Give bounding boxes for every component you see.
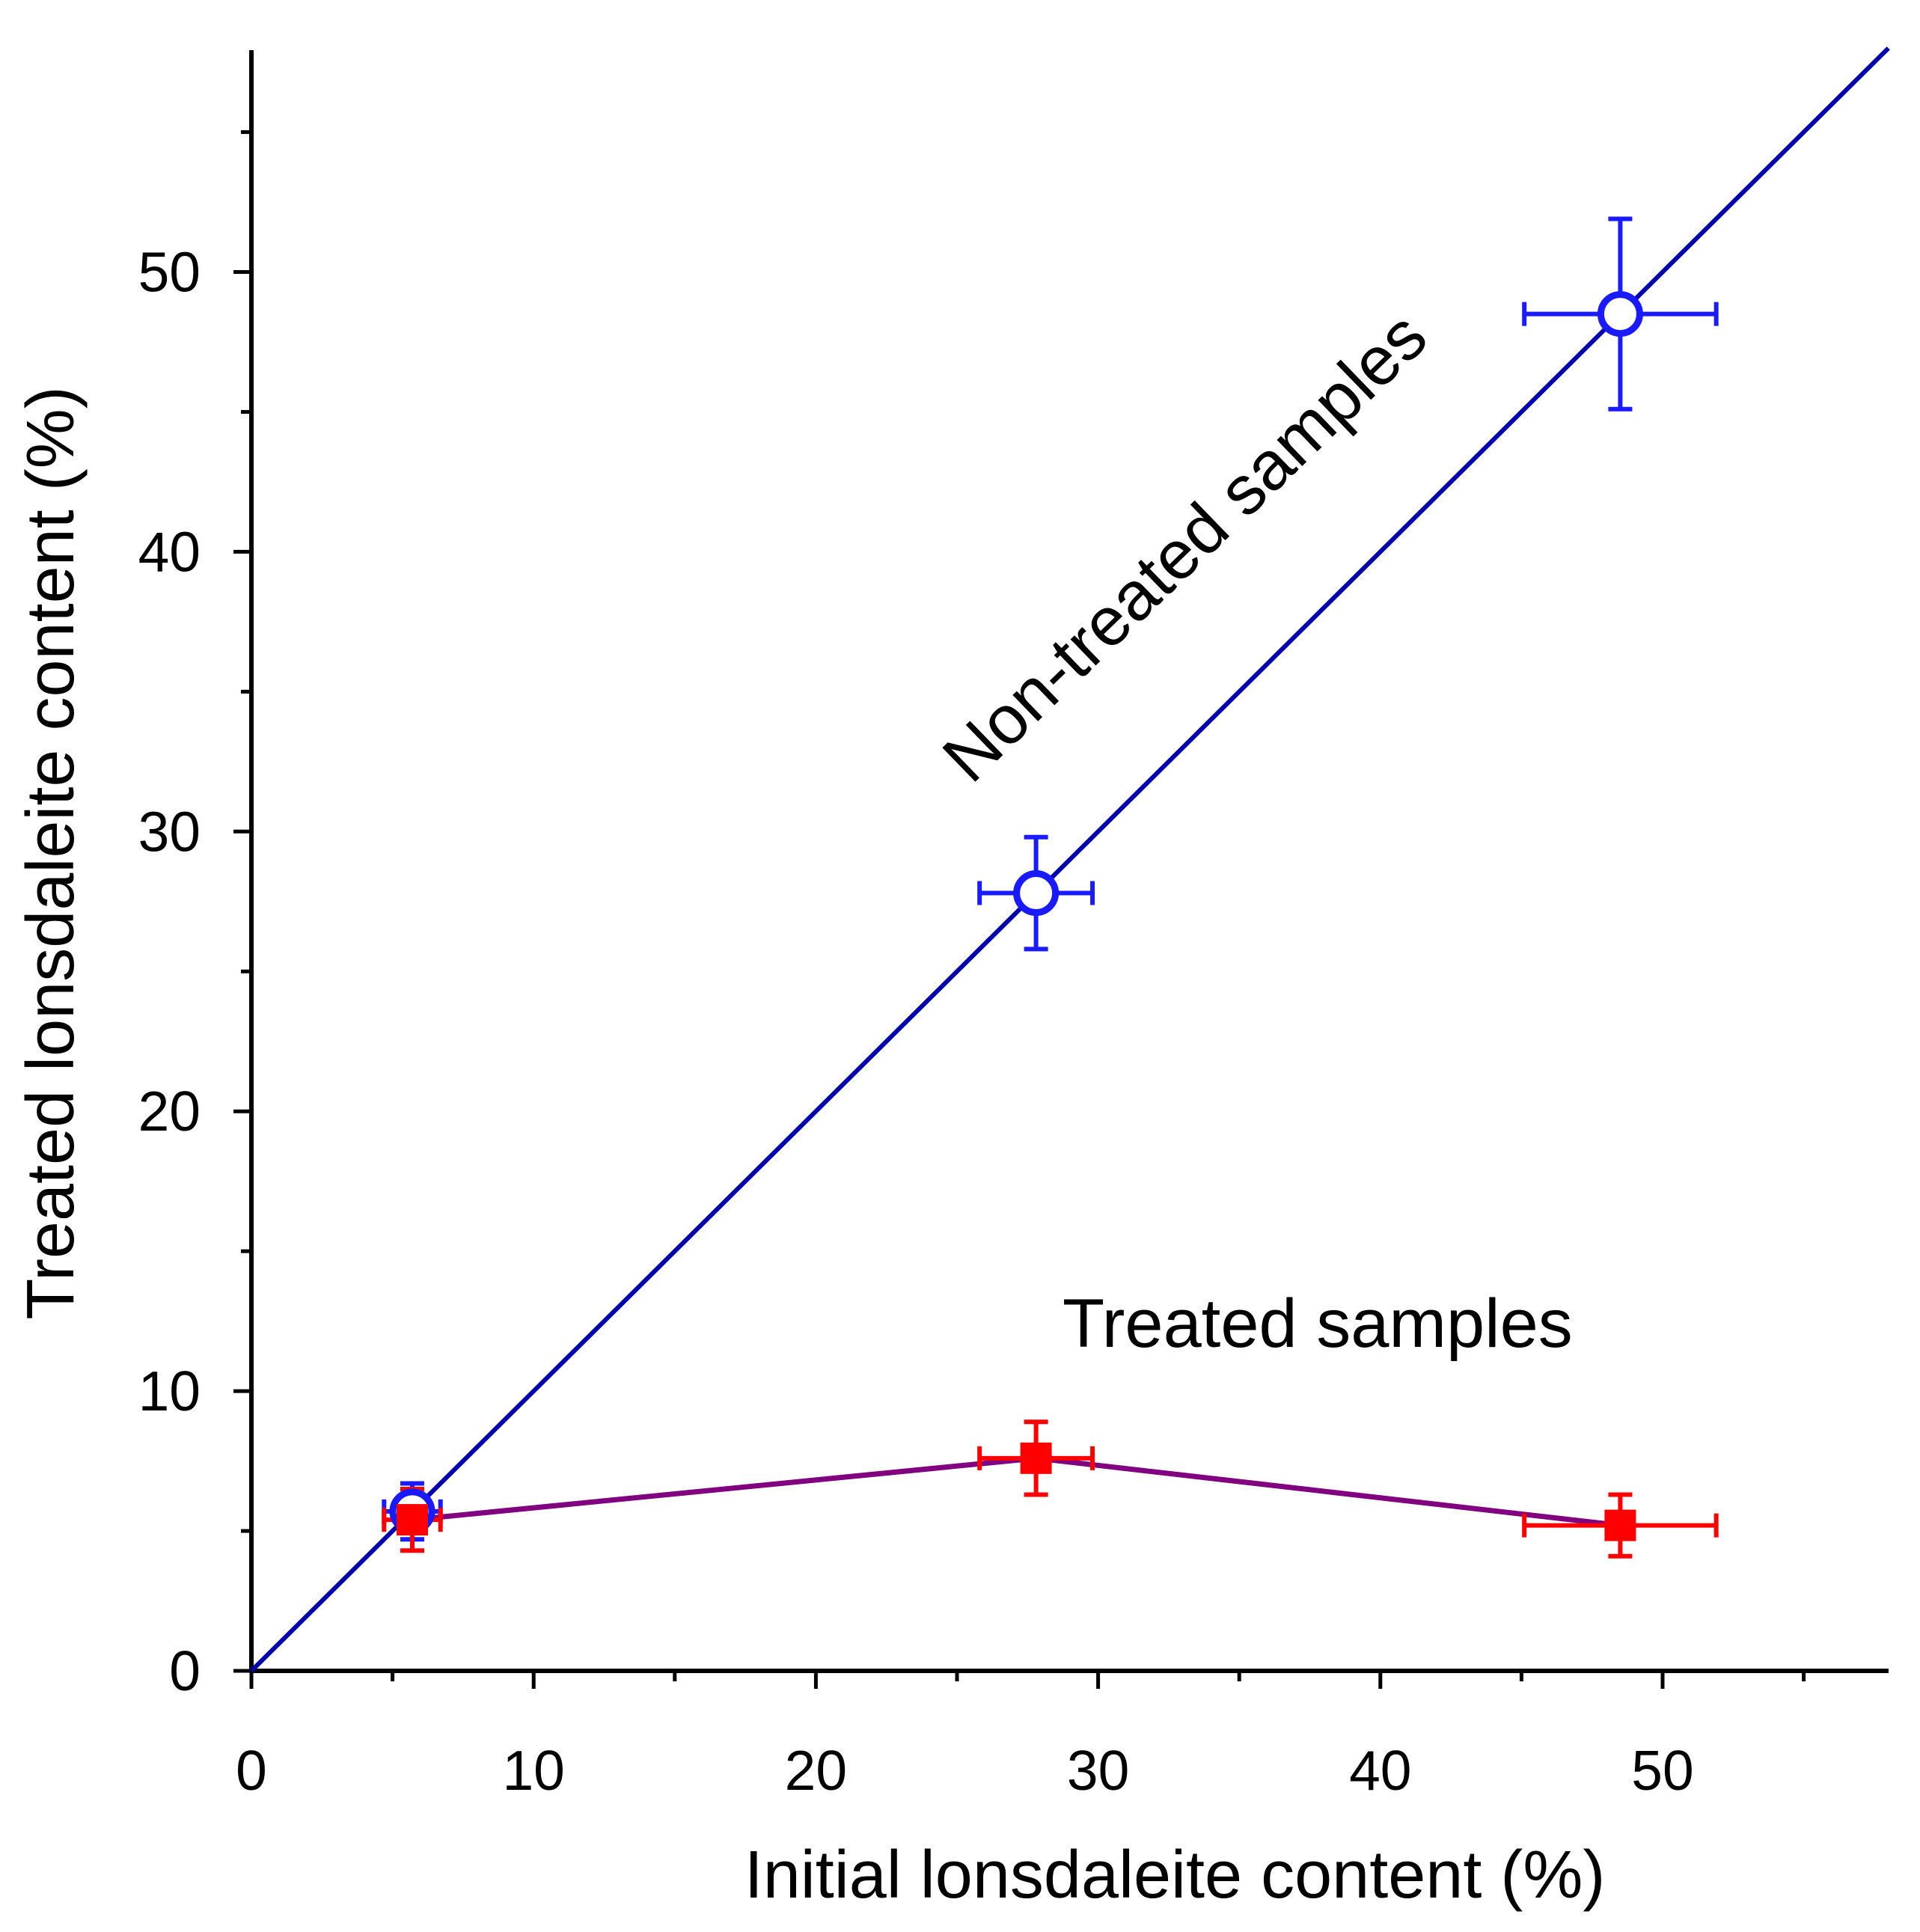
y-tick-label: 0 bbox=[169, 1639, 201, 1702]
x-tick-label: 50 bbox=[1631, 1739, 1693, 1802]
annotation-treated: Treated samples bbox=[1063, 1286, 1573, 1362]
treated-point-marker bbox=[1604, 1509, 1636, 1541]
data-markers bbox=[389, 291, 1643, 1541]
x-axis-title: Initial lonsdaleite content (%) bbox=[745, 1838, 1606, 1913]
y-tick-label: 10 bbox=[138, 1360, 201, 1422]
axis-ticks: 0 10 20 30 40 50 0 10 20 30 40 50 bbox=[138, 130, 1806, 1802]
x-tick-label: 40 bbox=[1349, 1739, 1411, 1802]
x-tick-label: 10 bbox=[502, 1739, 564, 1802]
treated-point-marker bbox=[397, 1504, 429, 1536]
annotation-non-treated: Non-treated samples bbox=[929, 298, 1441, 797]
x-tick-label: 20 bbox=[785, 1739, 847, 1802]
x-tick-label: 0 bbox=[236, 1739, 267, 1802]
y-tick-label: 30 bbox=[138, 800, 201, 863]
y-tick-label: 40 bbox=[138, 520, 201, 583]
series-lines bbox=[249, 46, 1890, 1673]
non-treated-point-marker bbox=[1013, 870, 1060, 917]
axes bbox=[249, 50, 1889, 1673]
treated-point-marker bbox=[1020, 1442, 1052, 1474]
x-tick-label: 30 bbox=[1067, 1739, 1129, 1802]
non-treated-point-marker bbox=[1597, 291, 1643, 337]
y-axis-title: Treated lonsdaleite content (%) bbox=[13, 386, 88, 1319]
y-tick-label: 50 bbox=[138, 241, 201, 304]
non-treated-diagonal-line bbox=[249, 46, 1890, 1673]
y-tick-label: 20 bbox=[138, 1080, 201, 1143]
treated-series-line bbox=[412, 1455, 1621, 1529]
